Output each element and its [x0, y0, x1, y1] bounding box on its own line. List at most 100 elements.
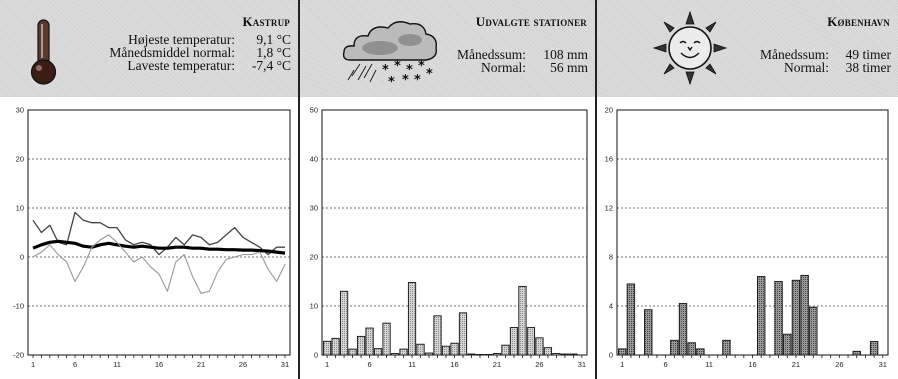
bar — [800, 274, 809, 356]
x-tick-label: 11 — [408, 360, 416, 369]
x-tick-label: 26 — [835, 360, 843, 369]
stat-label: Månedssum: — [760, 47, 829, 62]
y-tick-label: 30 — [16, 106, 24, 115]
svg-text:*: * — [414, 73, 421, 88]
bar — [433, 315, 442, 356]
y-tick-label: 20 — [605, 106, 613, 115]
bar — [535, 337, 544, 356]
bar — [678, 303, 688, 356]
station-title: København — [827, 14, 890, 29]
x-tick-label: 6 — [664, 360, 668, 369]
x-tick-label: 21 — [493, 360, 501, 369]
stat-row: Månedsmiddel normal: 1,8 °C — [109, 46, 291, 60]
y-tick-label: -20 — [13, 351, 24, 360]
bar — [518, 285, 527, 356]
series-line-mean — [32, 239, 286, 255]
station-title: Kastrup — [242, 14, 290, 29]
bar — [670, 339, 679, 356]
svg-text:*: * — [388, 75, 395, 90]
stat-row: Normal: 38 timer — [760, 60, 891, 75]
bar — [356, 335, 366, 356]
temperature-stats: Højeste temperatur: 9,1 °C Månedsmiddel n… — [109, 32, 291, 73]
precipitation-header: * * * * * * * * Udvalgte stationer Månedssum: 1… — [300, 0, 595, 97]
bar — [618, 348, 627, 356]
plot-frame — [27, 109, 291, 356]
temperature-panel: Kastrup Højeste temperatur: 9,1 °C Måneds… — [0, 0, 300, 379]
bar — [492, 353, 502, 356]
x-tick-label: 21 — [197, 360, 205, 369]
x-tick-label: 26 — [239, 360, 247, 369]
x-tick-label: 6 — [73, 360, 77, 369]
y-tick-label: 20 — [16, 155, 24, 164]
sunshine-stats: Månedssum: 49 timer Normal: 38 timer — [760, 47, 891, 75]
x-tick-label: 21 — [792, 360, 800, 369]
x-tick-label: 31 — [879, 360, 887, 369]
rain-snow-cloud-icon: * * * * * * * * — [342, 21, 437, 90]
bar — [416, 343, 425, 356]
bar — [569, 353, 578, 356]
x-tick-label: 1 — [620, 360, 624, 369]
svg-text:*: * — [406, 63, 413, 78]
y-tick-label: 50 — [310, 106, 318, 115]
y-tick-label: 10 — [16, 204, 24, 213]
stat-value: 108 mm — [543, 47, 588, 62]
stat-label: Laveste temperatur: — [127, 58, 235, 73]
bar — [560, 353, 570, 356]
series-line-max — [32, 211, 285, 256]
bar — [526, 327, 536, 356]
bar — [644, 309, 653, 356]
svg-text:*: * — [418, 59, 425, 74]
plot-frame — [616, 109, 889, 356]
y-tick-label: 0 — [314, 351, 318, 360]
sunshine-header: København Månedssum: 49 timer Normal: 38 t… — [597, 0, 898, 97]
bar — [450, 342, 459, 356]
svg-text:*: * — [394, 59, 401, 74]
y-tick-label: 40 — [310, 155, 318, 164]
x-tick-label: 11 — [113, 360, 121, 369]
bar — [757, 276, 766, 356]
bar — [809, 306, 818, 356]
svg-text:*: * — [402, 73, 409, 88]
bar — [552, 353, 561, 356]
bar — [339, 290, 349, 356]
stat-value: 38 timer — [845, 60, 891, 75]
bar — [365, 327, 374, 356]
stat-value: 49 timer — [845, 47, 891, 62]
bar — [543, 347, 553, 356]
y-tick-label: 16 — [605, 155, 613, 164]
bar — [348, 348, 357, 356]
y-tick-label: 30 — [310, 204, 318, 213]
x-tick-label: 26 — [535, 360, 543, 369]
x-tick-label: 11 — [705, 360, 713, 369]
stat-label: Højeste temperatur: — [128, 32, 235, 47]
bar — [407, 282, 417, 356]
y-tick-label: 20 — [310, 253, 318, 262]
x-tick-label: 16 — [155, 360, 163, 369]
bar — [373, 348, 383, 356]
y-tick-label: 0 — [609, 351, 613, 360]
stat-label: Månedssum: — [457, 47, 526, 62]
bar — [869, 341, 879, 356]
svg-text:*: * — [382, 63, 389, 78]
x-tick-label: 31 — [578, 360, 586, 369]
bar — [687, 342, 696, 356]
stat-row: Månedssum: 49 timer — [760, 47, 891, 62]
y-tick-label: 8 — [609, 253, 613, 262]
bar — [791, 279, 801, 356]
bar — [852, 350, 861, 356]
bar — [424, 352, 434, 356]
bar — [501, 344, 510, 356]
bar — [441, 345, 451, 356]
y-tick-label: 0 — [20, 253, 24, 262]
x-tick-label: 1 — [325, 360, 329, 369]
bar — [390, 353, 400, 356]
stat-label: Normal: — [784, 60, 829, 75]
sunshine-panel: København Månedssum: 49 timer Normal: 38 t… — [597, 0, 898, 379]
svg-text:*: * — [426, 67, 433, 82]
y-tick-label: 4 — [609, 302, 613, 311]
plot-frame — [321, 109, 588, 356]
stat-value: -7,4 °C — [251, 58, 291, 73]
bar — [458, 312, 468, 356]
